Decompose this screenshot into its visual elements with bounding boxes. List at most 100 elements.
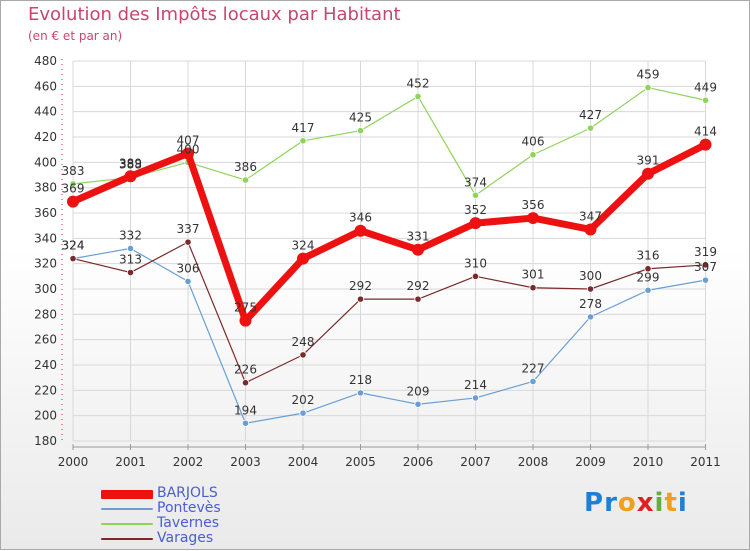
data-point	[356, 389, 365, 397]
data-label: 227	[522, 361, 545, 375]
series-line-barjols	[69, 141, 709, 325]
y-tick-label: 440	[34, 105, 57, 119]
legend-swatch	[101, 538, 153, 540]
data-point	[469, 217, 482, 230]
data-label: 324	[292, 239, 315, 253]
data-label: 275	[234, 301, 257, 315]
logo-letter: x	[636, 488, 655, 518]
data-label: 202	[292, 393, 315, 407]
legend-item: Pontevès	[101, 501, 301, 516]
data-point	[182, 147, 194, 160]
data-label: 306	[177, 261, 200, 275]
series-line-pontevès	[72, 247, 707, 424]
data-point	[184, 238, 192, 246]
data-point	[527, 212, 539, 225]
data-point	[241, 379, 250, 387]
data-label: 299	[637, 270, 660, 284]
data-point	[701, 261, 710, 269]
data-label: 218	[349, 373, 372, 387]
data-point	[299, 137, 307, 145]
y-tick-label: 240	[34, 358, 57, 372]
data-label: 389	[119, 156, 142, 170]
data-point	[356, 295, 365, 303]
data-point	[126, 268, 135, 277]
data-point	[241, 176, 250, 184]
data-point	[529, 377, 537, 386]
logo-letter: t	[664, 488, 678, 518]
data-point	[69, 180, 77, 188]
data-label: 331	[407, 230, 430, 244]
data-label: 383	[62, 164, 85, 178]
data-label: 307	[694, 260, 717, 274]
x-tick-label: 2010	[633, 455, 664, 469]
data-label: 427	[579, 108, 602, 122]
data-point	[644, 265, 652, 273]
data-label: 374	[464, 175, 487, 189]
data-point	[586, 285, 595, 293]
data-label: 209	[407, 384, 430, 398]
data-label: 337	[177, 222, 200, 236]
data-label: 452	[407, 76, 430, 90]
y-tick-label: 180	[34, 434, 57, 448]
data-point	[471, 191, 480, 199]
data-point	[642, 167, 654, 180]
y-tick-label: 280	[34, 307, 57, 321]
y-tick-label: 200	[34, 409, 57, 423]
data-point	[414, 295, 422, 303]
data-point	[701, 96, 710, 104]
legend-label: BARJOLS	[157, 485, 218, 501]
data-point	[299, 351, 307, 359]
logo-letter: P	[584, 488, 605, 518]
y-tick-label: 260	[34, 333, 57, 347]
data-point	[529, 284, 537, 292]
data-point	[414, 400, 422, 408]
data-label: 214	[464, 378, 487, 392]
data-label: 248	[292, 335, 315, 349]
data-point	[126, 244, 135, 253]
y-tick-label: 340	[34, 231, 57, 245]
x-tick-label: 2009	[575, 455, 606, 469]
data-point	[241, 419, 250, 427]
x-tick-label: 2005	[345, 455, 376, 469]
data-point	[586, 313, 595, 321]
data-label: 332	[119, 228, 142, 242]
legend-swatch	[101, 490, 153, 499]
chart-subtitle: (en € et par an)	[28, 29, 123, 43]
logo-letter: i	[677, 488, 688, 518]
data-label: 301	[522, 268, 545, 282]
data-point	[354, 224, 367, 237]
data-point	[644, 286, 652, 294]
data-label: 425	[349, 111, 372, 125]
y-tick-label: 480	[34, 54, 57, 68]
data-point	[584, 223, 597, 236]
legend-label: Varages	[157, 530, 214, 546]
data-point	[124, 170, 137, 183]
data-label: 347	[579, 209, 602, 223]
data-label: 356	[522, 198, 545, 212]
data-point	[184, 277, 192, 285]
data-point	[586, 124, 595, 132]
data-point	[414, 92, 422, 101]
data-label: 414	[694, 125, 717, 139]
x-tick-label: 2011	[690, 455, 721, 469]
data-label: 459	[637, 68, 660, 82]
data-label: 278	[579, 297, 602, 311]
y-tick-label: 320	[34, 257, 57, 271]
data-label: 406	[522, 135, 545, 149]
x-tick-label: 2002	[173, 455, 204, 469]
legend-label: Pontevès	[157, 500, 221, 516]
data-label: 369	[62, 182, 85, 196]
logo-letter: o	[617, 488, 637, 518]
y-tick-label: 300	[34, 282, 57, 296]
x-tick-label: 2000	[58, 455, 89, 469]
data-label: 300	[579, 269, 602, 283]
y-tick-label: 460	[34, 79, 57, 93]
x-tick-label: 2008	[518, 455, 549, 469]
y-tick-label: 420	[34, 130, 57, 144]
legend-swatch	[101, 523, 153, 525]
data-label: 346	[349, 211, 372, 225]
legend-swatch	[101, 508, 153, 510]
legend-label: Tavernes	[157, 515, 220, 531]
